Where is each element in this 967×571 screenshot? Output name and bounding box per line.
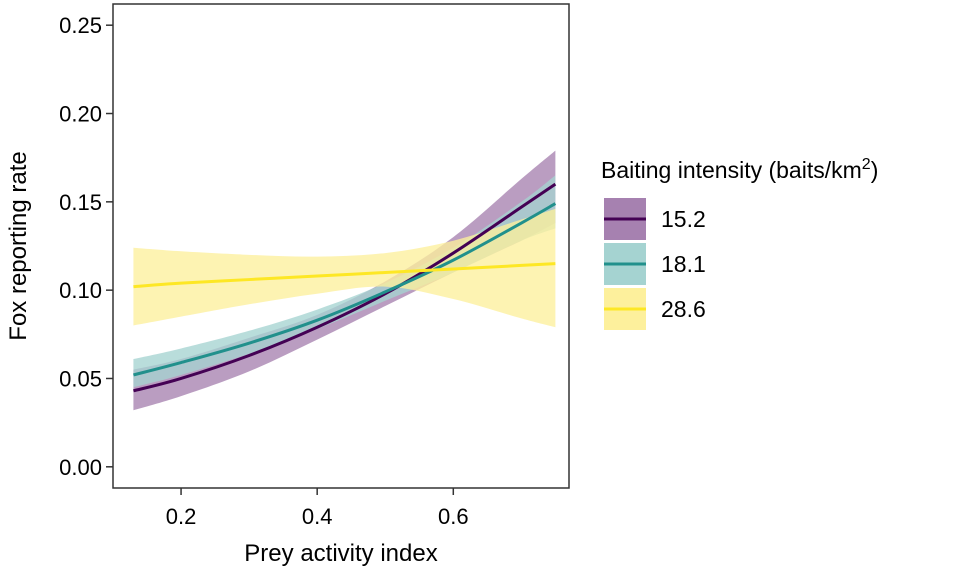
- y-tick-label: 0.00: [59, 455, 102, 480]
- y-axis-title: Fox reporting rate: [5, 151, 32, 340]
- legend-title-prefix: Baiting intensity (baits/km: [601, 157, 862, 183]
- legend-item-28.6: 28.6: [604, 288, 706, 330]
- legend-item-15.2: 15.2: [604, 198, 706, 240]
- x-tick-label: 0.6: [438, 504, 469, 529]
- band-28.6: [133, 208, 556, 328]
- y-tick-label: 0.10: [59, 278, 102, 303]
- line-18.1: [133, 202, 557, 377]
- y-axis: 0.00 0.05 0.10 0.15 0.20 0.25: [59, 13, 113, 480]
- legend-label: 28.6: [661, 296, 706, 322]
- line-15.2: [133, 182, 557, 393]
- legend-items: 15.2 18.1 28.6: [604, 198, 706, 330]
- legend-title-superscript: 2: [862, 156, 871, 173]
- x-axis-title: Prey activity index: [244, 540, 437, 567]
- band-18.1: [133, 175, 556, 388]
- line-28.6: [133, 262, 556, 289]
- legend-label: 15.2: [661, 206, 706, 232]
- confidence-bands: [133, 150, 556, 411]
- legend-title: Baiting intensity (baits/km2): [601, 156, 878, 183]
- plot-panel-border: [112, 3, 570, 489]
- y-tick-label: 0.15: [59, 190, 102, 215]
- series-lines: [133, 182, 557, 393]
- y-tick-label: 0.05: [59, 366, 102, 391]
- x-tick-label: 0.4: [302, 504, 333, 529]
- legend-item-18.1: 18.1: [604, 243, 706, 285]
- x-axis: 0.2 0.4 0.6: [166, 488, 469, 529]
- y-tick-label: 0.25: [59, 13, 102, 38]
- legend-title-suffix: ): [871, 157, 879, 183]
- y-tick-label: 0.20: [59, 102, 102, 127]
- legend: Baiting intensity (baits/km2) 15.2 18.1 28…: [601, 156, 878, 330]
- legend-label: 18.1: [661, 251, 706, 277]
- x-tick-label: 0.2: [166, 504, 197, 529]
